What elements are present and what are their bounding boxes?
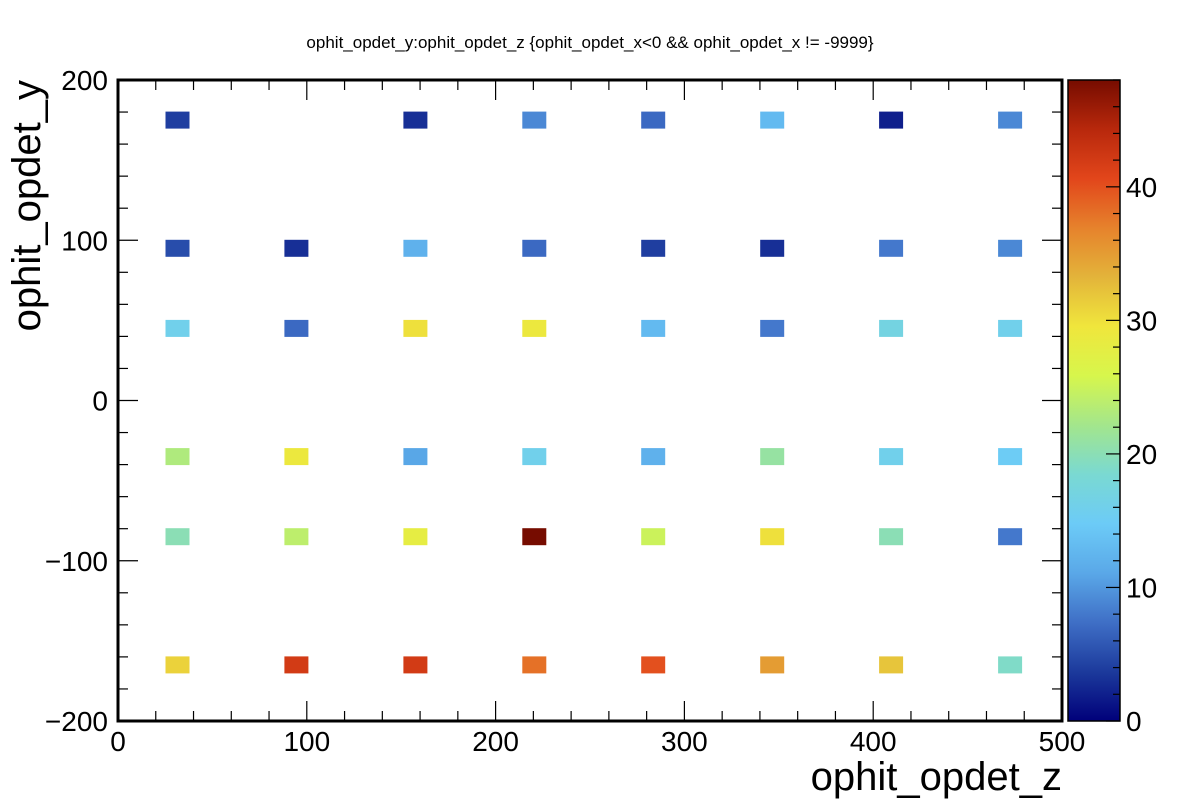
heatmap-cell (879, 239, 904, 257)
heatmap-cell (879, 319, 904, 337)
x-tick-label: 0 (110, 726, 126, 757)
x-tick-label: 200 (472, 726, 519, 757)
colorbar (1067, 79, 1121, 722)
heatmap-cell (522, 528, 547, 546)
heatmap-cell (641, 239, 666, 257)
colorbar-tick-label: 20 (1126, 439, 1157, 470)
chart-title: ophit_opdet_y:ophit_opdet_z {ophit_opdet… (306, 33, 873, 52)
colorbar-tick-label: 30 (1126, 305, 1157, 336)
heatmap-cell (760, 239, 785, 257)
colorbar-tick-label: 40 (1126, 172, 1157, 203)
heatmap-cell (284, 448, 309, 466)
heatmap-cell (522, 656, 547, 674)
y-tick-label: 100 (61, 225, 108, 256)
heatmap-cell (641, 111, 666, 129)
heatmap-cell (641, 319, 666, 337)
x-tick-label: 400 (850, 726, 897, 757)
heatmap-cell (403, 528, 428, 546)
colorbar-ticks: 0 10 20 30 40 (1106, 79, 1157, 737)
heatmap-cell (998, 111, 1023, 129)
heatmap-cell (998, 239, 1023, 257)
heatmap-cell (165, 448, 190, 466)
heatmap-cell (403, 448, 428, 466)
y-axis-label: ophit_opdet_y (5, 80, 49, 331)
plot-frame (116, 78, 1064, 723)
heatmap-cell (284, 656, 309, 674)
y-tick-label: −200 (45, 706, 108, 737)
heatmap-cell (284, 239, 309, 257)
heatmap-cell (879, 448, 904, 466)
heatmap-cell (165, 239, 190, 257)
y-tick-label: 200 (61, 65, 108, 96)
tick-labels: 0 100 200 300 400 500 −200 −100 0 100 200 (45, 65, 1085, 757)
heatmap-cell (522, 448, 547, 466)
y-tick-label: 0 (92, 386, 108, 417)
y-tick-label: −100 (45, 546, 108, 577)
heatmap-cell (998, 656, 1023, 674)
heatmap-cell (522, 111, 547, 129)
heatmap-cell (522, 319, 547, 337)
heatmap-cell (760, 319, 785, 337)
heatmap-cell (998, 319, 1023, 337)
heatmap-cell (403, 319, 428, 337)
heatmap-cell (760, 448, 785, 466)
heatmap-cell (879, 656, 904, 674)
heatmap-cell (879, 528, 904, 546)
x-tick-label: 300 (661, 726, 708, 757)
heatmap-cell (403, 656, 428, 674)
heatmap-cell (760, 528, 785, 546)
heatmap-cell (165, 528, 190, 546)
heatmap-cell (998, 528, 1023, 546)
heatmap-cell (641, 528, 666, 546)
heatmap-cell (284, 319, 309, 337)
axis-ticks (117, 79, 1063, 722)
heatmap-cell (284, 528, 309, 546)
heatmap-cell (403, 239, 428, 257)
colorbar-tick-label: 0 (1126, 706, 1142, 737)
x-tick-label: 500 (1039, 726, 1086, 757)
heatmap-cell (641, 656, 666, 674)
heatmap-cell (165, 656, 190, 674)
heatmap-cell (522, 239, 547, 257)
heatmap-cells (165, 111, 1023, 674)
heatmap-cell (403, 111, 428, 129)
heatmap-cell (641, 448, 666, 466)
x-tick-label: 100 (283, 726, 330, 757)
colorbar-tick-label: 10 (1126, 572, 1157, 603)
heatmap-cell (998, 448, 1023, 466)
heatmap-cell (165, 319, 190, 337)
heatmap-cell (760, 656, 785, 674)
heatmap-cell (879, 111, 904, 129)
heatmap-cell (165, 111, 190, 129)
heatmap-cell (760, 111, 785, 129)
x-axis-label: ophit_opdet_z (811, 755, 1062, 799)
